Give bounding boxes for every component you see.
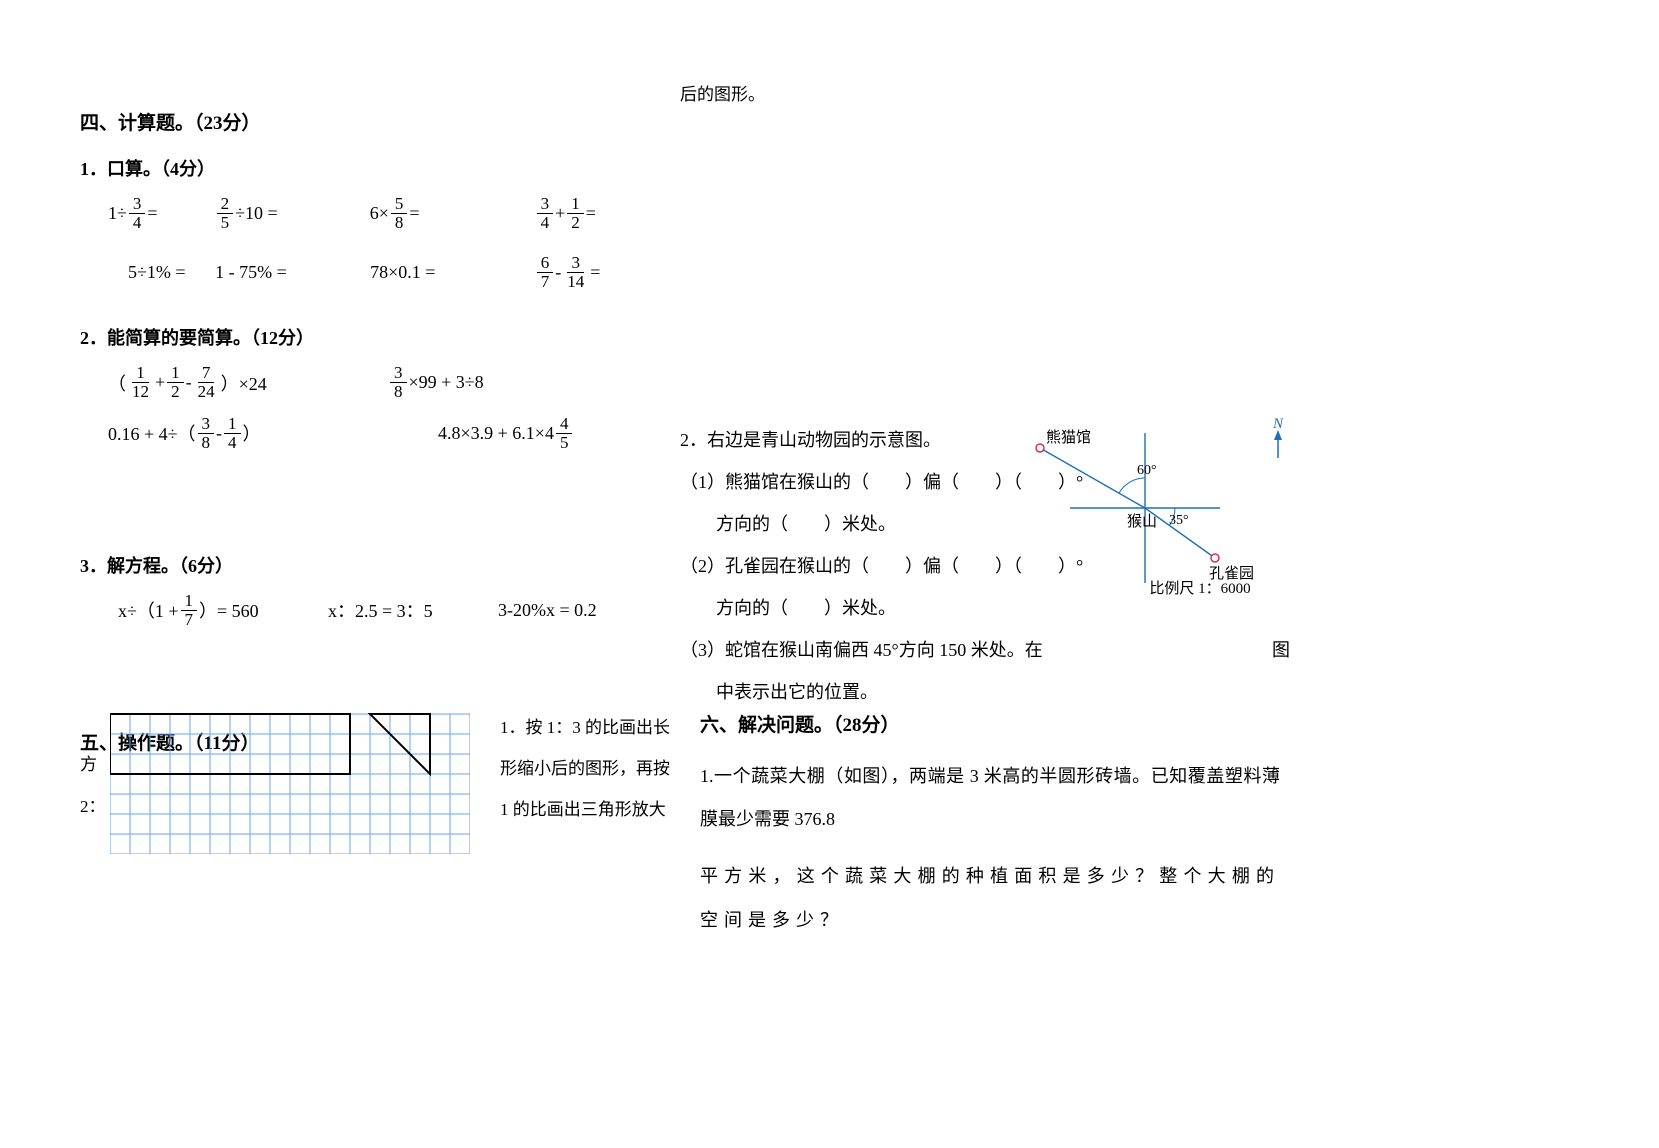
section6-block: 六、解决问题。（28分） 1.一个蔬菜大棚（如图），两端是 3 米高的半圆形砖墙… [700, 710, 1280, 942]
s4q1-r1-c0: 1÷34 = [108, 195, 215, 232]
s4q3-c1: x：2.5 = 3：5 [328, 597, 498, 623]
s4q2-r2-c1: 4.8×3.9 + 6.1×445 [438, 415, 658, 452]
zoo-l6: 中表示出它的位置。 [680, 678, 1280, 704]
svg-text:N: N [1272, 418, 1284, 432]
svg-text:孔雀园: 孔雀园 [1209, 565, 1254, 582]
grid-figure [110, 700, 470, 854]
s4q1-r2-c0: 5÷1% = [108, 262, 215, 283]
zoo-map: 熊猫馆猴山孔雀园 N 60° 35° 比例尺 1：6000 [1000, 418, 1300, 608]
s4q1-r2-c3: 67 - 314 = [535, 254, 680, 291]
svg-text:60°: 60° [1137, 463, 1157, 478]
s4q1-r2-c2: 78×0.1 = [370, 262, 535, 283]
s4q2-heading: 2．能简算的要简算。（12分） [80, 324, 680, 350]
s6-q1b: 平方米，这个蔬菜大棚的种植面积是多少？整个大棚的空间是多少？ [700, 855, 1280, 941]
s4q2-r2-c0: 0.16 + 4÷（38 - 14） [108, 415, 438, 452]
svg-text:熊猫馆: 熊猫馆 [1046, 429, 1091, 446]
s4q2-r1-c1: 38 ×99 + 3÷8 [388, 364, 608, 401]
q5-line2: 形缩小后的图形，再按 [500, 749, 695, 790]
svg-text:35°: 35° [1169, 513, 1189, 528]
s4q1-heading: 1．口算。（4分） [80, 155, 680, 181]
s4q3-row: x÷（1 + 17 ）= 560x：2.5 = 3：53-20%x = 0.2 [118, 592, 680, 629]
q5-left-label-a: 方 [80, 750, 97, 775]
left-column: 四、计算题。（23分） 1．口算。（4分） 1÷34 =25 ÷10 =6×58… [80, 80, 680, 773]
s4q3-c2: 3-20%x = 0.2 [498, 600, 648, 621]
top-fragment: 后的图形。 [680, 80, 765, 105]
svg-text:比例尺 1：6000: 比例尺 1：6000 [1149, 580, 1250, 597]
zoo-l5-row: （3）蛇馆在猴山南偏西 45°方向 150 米处。在 图 [680, 636, 1290, 662]
svg-text:猴山: 猴山 [1127, 513, 1157, 530]
q5-line3: 1 的比画出三角形放大 [500, 790, 695, 831]
s6-q1a: 1.一个蔬菜大棚（如图），两端是 3 米高的半圆形砖墙。已知覆盖塑料薄膜最少需要… [700, 755, 1280, 841]
s4q1-row1: 1÷34 =25 ÷10 =6×58 =34 + 12 = [108, 195, 680, 232]
s4q1-r2-c1: 1 - 75% = [215, 262, 370, 283]
s4q3-c0: x÷（1 + 17 ）= 560 [118, 592, 328, 629]
s4q3-heading: 3．解方程。（6分） [80, 552, 680, 578]
s4q2-r1-c0: （112 + 12 - 724 ）×24 [108, 364, 388, 401]
section6-heading: 六、解决问题。（28分） [700, 710, 1280, 737]
s4q1-row2: 5÷1% =1 - 75% =78×0.1 =67 - 314 = [108, 254, 680, 291]
zoo-trailing: 图 [1272, 636, 1290, 662]
zoo-l5: （3）蛇馆在猴山南偏西 45°方向 150 米处。在 [680, 636, 1043, 662]
s4q2-row1: （112 + 12 - 724 ）×2438 ×99 + 3÷8 [108, 364, 680, 401]
s4q1-r1-c3: 34 + 12 = [535, 195, 680, 232]
q5-line1: 1．按 1：3 的比画出长 [500, 708, 695, 749]
q5-text-block: 1．按 1：3 的比画出长 形缩小后的图形，再按 1 的比画出三角形放大 [500, 708, 695, 830]
s4q1-r1-c1: 25 ÷10 = [215, 195, 370, 232]
section4-heading: 四、计算题。（23分） [80, 108, 680, 135]
q5-left-label-b: 2： [80, 792, 106, 817]
s4q2-row2: 0.16 + 4÷（38 - 14）4.8×3.9 + 6.1×445 [108, 415, 680, 452]
s4q1-r1-c2: 6×58 = [370, 195, 535, 232]
